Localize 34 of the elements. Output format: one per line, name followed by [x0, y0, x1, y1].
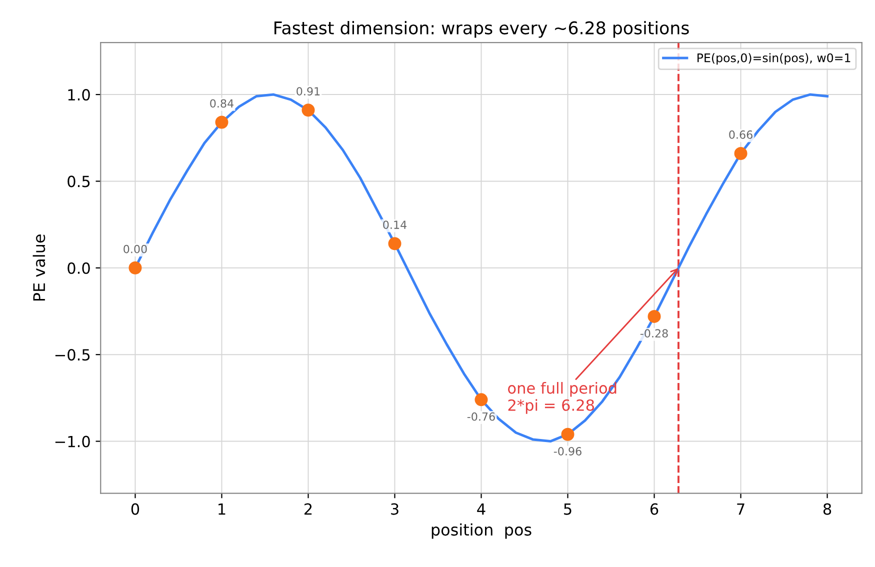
point — [648, 310, 661, 323]
point — [388, 237, 402, 250]
x-tick-label: 0 — [131, 503, 140, 515]
data-label: -0.76 — [467, 412, 495, 421]
y-tick-label: 1.0 — [68, 89, 90, 101]
y-tick-label: −1.0 — [55, 436, 90, 448]
x-tick-label: 5 — [564, 503, 572, 515]
point — [561, 428, 574, 441]
data-label: -0.96 — [554, 447, 582, 456]
y-axis-title: PE value — [32, 234, 46, 301]
x-tick-label: 3 — [391, 503, 398, 515]
y-tick-label: −0.5 — [55, 349, 90, 361]
point — [128, 261, 142, 274]
x-tick-label: 7 — [737, 503, 744, 515]
chart-title: Fastest dimension: wraps every ~6.28 positions — [274, 21, 689, 38]
x-tick-label: 6 — [650, 503, 658, 515]
y-tick-label: 0.5 — [68, 176, 90, 188]
data-label: 0.00 — [124, 244, 147, 254]
x-tick-label: 8 — [823, 503, 832, 515]
data-label: 0.91 — [296, 87, 320, 96]
y-tick-label: 0.0 — [68, 262, 90, 274]
data-label: 0.14 — [383, 220, 406, 229]
point — [474, 393, 488, 406]
data-label: 0.66 — [729, 130, 752, 139]
x-tick-label: 2 — [304, 503, 312, 515]
x-axis-title: position pos — [432, 523, 532, 539]
x-tick-label: 1 — [218, 503, 226, 515]
point — [215, 116, 228, 129]
x-tick-label: 4 — [477, 503, 486, 515]
point — [302, 104, 315, 117]
data-label: -0.28 — [640, 329, 668, 338]
point — [734, 146, 748, 160]
legend-label: PE(pos,0)=sin(pos), w0=1 — [698, 53, 850, 65]
data-label: 0.84 — [210, 99, 234, 108]
